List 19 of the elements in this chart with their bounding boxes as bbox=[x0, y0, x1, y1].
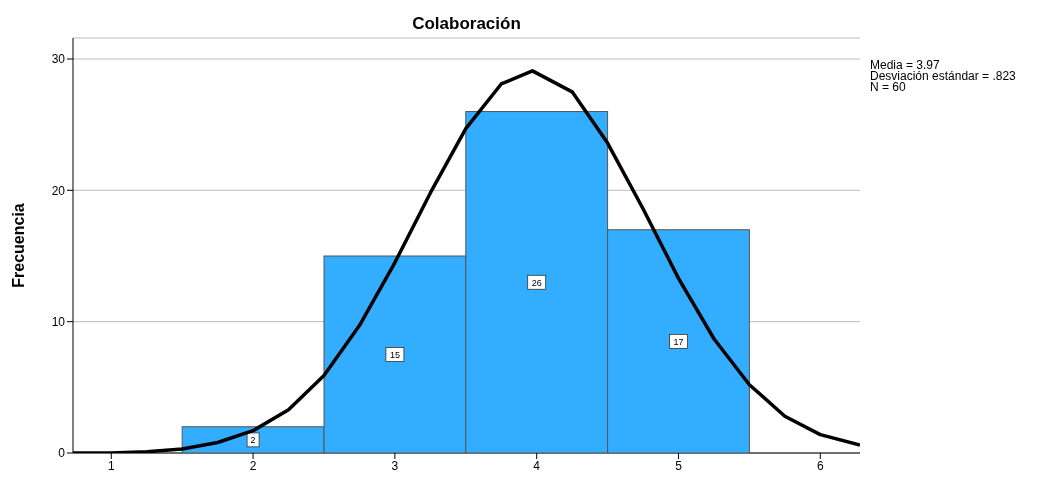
data-label: 15 bbox=[389, 350, 400, 360]
y-tick-label: 0 bbox=[58, 446, 66, 461]
y-tick-label: 30 bbox=[51, 52, 66, 67]
x-tick-label: 5 bbox=[675, 458, 683, 473]
text: Desviación estándar = .823 bbox=[870, 69, 1016, 83]
text: Media = 3.97 bbox=[870, 58, 940, 72]
y-tick-label: 20 bbox=[51, 183, 66, 198]
x-tick-label: 1 bbox=[107, 458, 115, 473]
x-tick-label: 3 bbox=[391, 458, 399, 473]
data-label: 17 bbox=[673, 336, 684, 347]
x-tick-label: 2 bbox=[249, 458, 257, 473]
x-tick-label: 6 bbox=[816, 458, 824, 473]
chart-title: Colaboración bbox=[411, 14, 522, 34]
y-axis-title: Frecuencia bbox=[9, 203, 27, 288]
text: N = 60 bbox=[870, 80, 907, 94]
x-tick-label: 4 bbox=[533, 458, 541, 473]
data-label: 26 bbox=[531, 277, 542, 288]
y-tick-label: 10 bbox=[51, 314, 66, 329]
data-label: 2 bbox=[250, 435, 256, 446]
